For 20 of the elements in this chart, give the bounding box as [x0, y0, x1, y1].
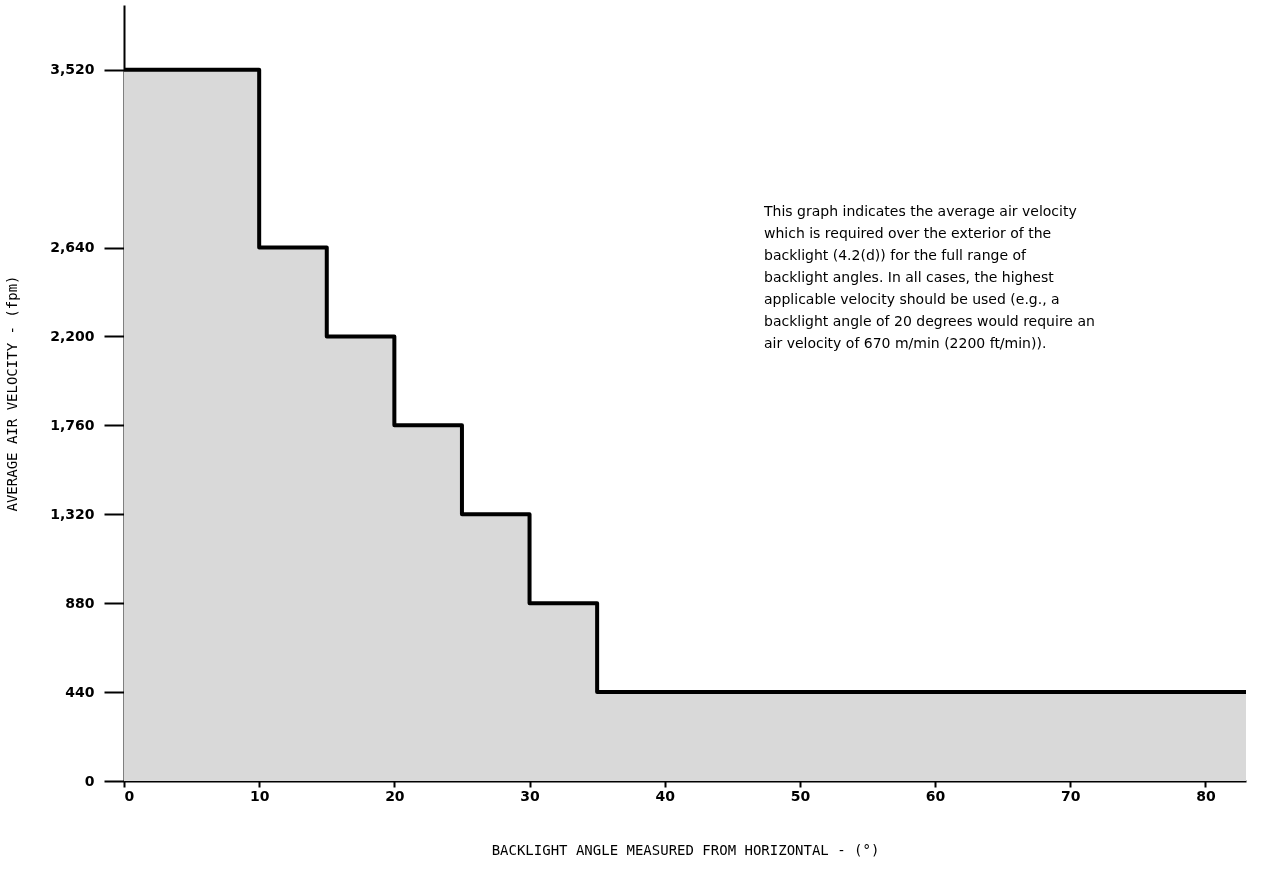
x-tick-label: 40	[655, 787, 676, 804]
y-tick-label: 2,640	[50, 239, 95, 255]
y-tick-label: 880	[65, 594, 95, 611]
y-tick-label: 0	[84, 772, 95, 789]
y-tick-label: 3,520	[50, 61, 95, 78]
y-tick-label: 2,200	[50, 327, 95, 344]
x-axis-title: BACKLIGHT ANGLE MEASURED FROM HORIZONTAL - (°)	[491, 841, 880, 858]
x-tick-label: 10	[249, 787, 270, 804]
x-tick-label: 20	[385, 787, 405, 804]
annotation: This graph indicates the average air velocity which is required over the exterior of the backlight (4.2(d)) for the full range of backlight angles. In all cases, the highest applicable velocity should be used (e.g., a backlight angle of 20 degrees would require an air velocity of 670 m/min (2200 ft/min)).	[763, 203, 1095, 351]
y-axis-title: AVERAGE AIR VELOCITY - (fpm)	[4, 275, 21, 512]
x-tick-label: 60	[925, 787, 946, 804]
x-tick-label: 70	[1061, 787, 1081, 804]
y-tick-label: 1,760	[50, 416, 95, 433]
x-tick-label: 0	[124, 787, 135, 804]
y-tick-label: 1,320	[50, 505, 95, 522]
x-tick-label: 50	[790, 787, 811, 804]
y-tick-label: 440	[65, 683, 95, 700]
x-tick-label: 30	[520, 787, 541, 804]
x-tick-label: 80	[1196, 787, 1216, 804]
